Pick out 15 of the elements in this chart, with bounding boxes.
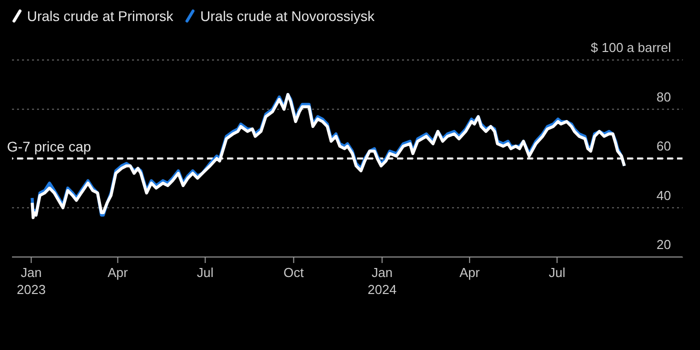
x-tick-label: Jul — [548, 265, 566, 280]
x-tick-label: Jul — [196, 265, 214, 280]
legend-label: Urals crude at Novorossiysk — [200, 8, 375, 24]
legend-label: Urals crude at Primorsk — [27, 8, 174, 24]
x-tick-label: Jan 2024 — [368, 265, 397, 297]
x-tick-label: Apr — [459, 265, 480, 280]
ref-line-label: G-7 price cap — [7, 138, 92, 154]
x-tick-label: Jan 2023 — [16, 265, 46, 297]
y-tick-label: 40 — [656, 188, 671, 203]
x-tick-label: Oct — [284, 265, 304, 280]
x-tick-label: Apr — [108, 265, 129, 280]
y-tick-label: 60 — [656, 138, 671, 154]
y-tick-label: 80 — [656, 89, 671, 104]
y-tick-label: 20 — [656, 237, 671, 252]
y-tick-label: $ 100 a barrel — [590, 40, 672, 55]
